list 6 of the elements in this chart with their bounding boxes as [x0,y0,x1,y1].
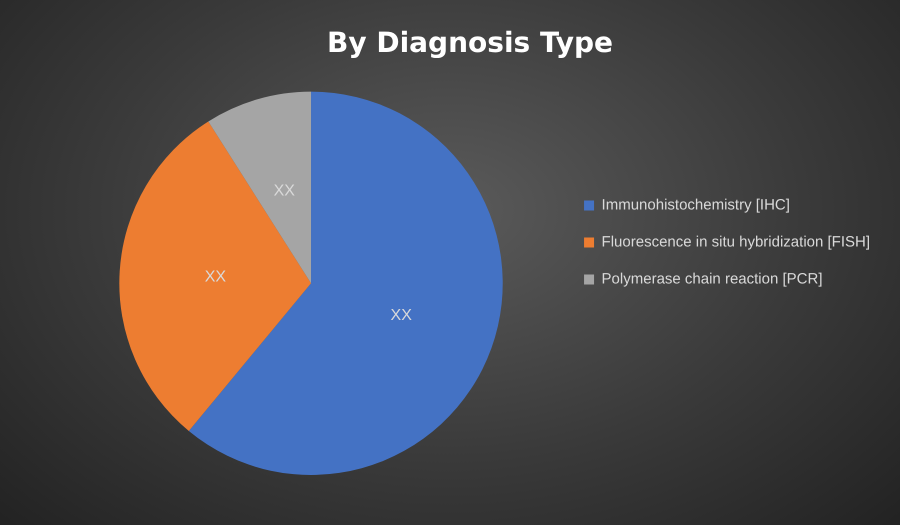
data-label: XX [204,268,226,286]
legend-label: Fluorescence in situ hybridization [FISH] [602,234,870,251]
chart-title: By Diagnosis Type [326,26,614,60]
legend-label: Polymerase chain reaction [PCR] [602,270,822,288]
data-label: XX [390,307,412,324]
legend-label: Immunohistochemistry [IHC] [602,196,790,214]
